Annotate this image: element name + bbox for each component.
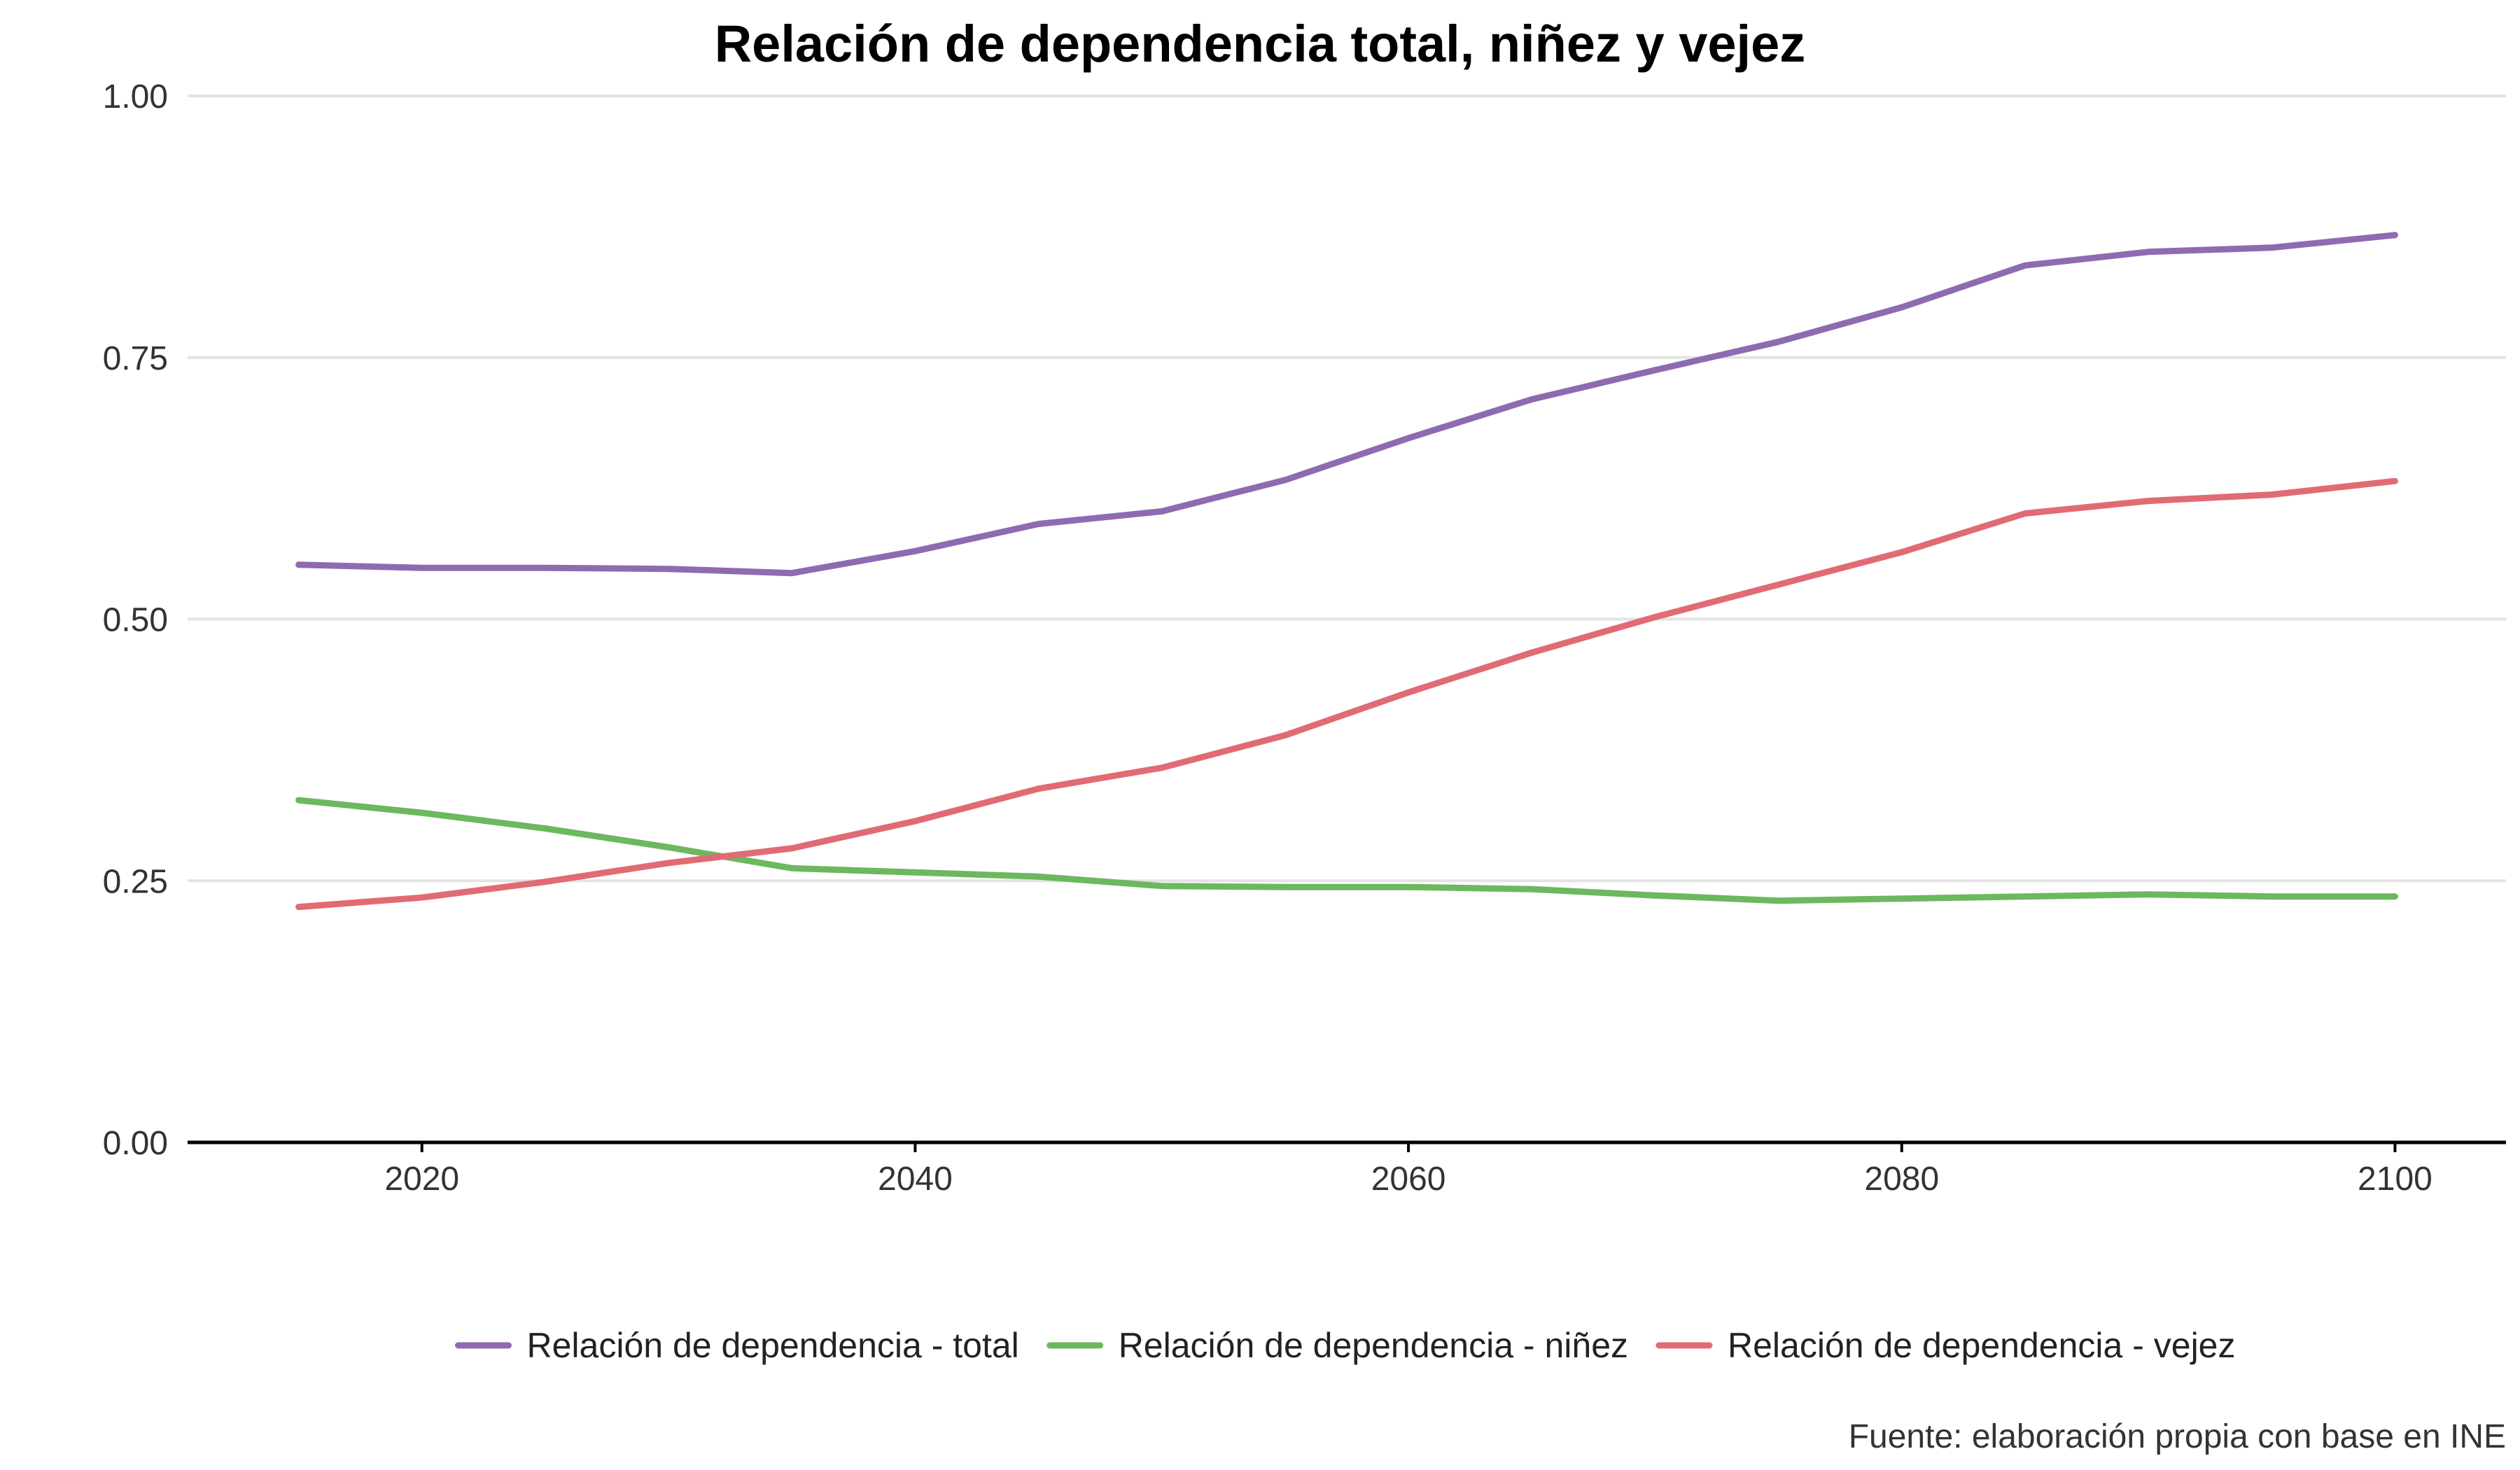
legend: Relación de dependencia - total Relación … bbox=[455, 1326, 2236, 1365]
legend-label: Relación de dependencia - vejez bbox=[1728, 1326, 2236, 1365]
x-tick-label: 2100 bbox=[2358, 1161, 2432, 1198]
legend-item: Relación de dependencia - vejez bbox=[1656, 1326, 2236, 1365]
legend-item: Relación de dependencia - total bbox=[455, 1326, 1019, 1365]
y-tick-label: 0.00 bbox=[103, 1125, 168, 1162]
x-tick-label: 2040 bbox=[878, 1161, 953, 1198]
chart-title: Relación de dependencia total, niñez y v… bbox=[715, 15, 1806, 73]
series-line-3 bbox=[295, 477, 2398, 911]
x-tick-label: 2020 bbox=[384, 1161, 459, 1198]
series-line-1 bbox=[295, 232, 2398, 577]
x-axis-ticks: 2020 2040 2060 2080 2100 bbox=[188, 1140, 2506, 1198]
legend-item: Relación de dependencia - niñez bbox=[1046, 1326, 1628, 1365]
legend-label: Relación de dependencia - total bbox=[527, 1326, 1019, 1365]
legend-label: Relación de dependencia - niñez bbox=[1119, 1326, 1628, 1365]
y-tick-label: 0.25 bbox=[103, 863, 168, 900]
y-tick-label: 0.50 bbox=[103, 602, 168, 639]
x-tick-label: 2060 bbox=[1371, 1161, 1446, 1198]
chart-caption: Fuente: elaboración propia con base en I… bbox=[1849, 1418, 2506, 1455]
y-tick-label: 0.75 bbox=[103, 340, 168, 377]
series-line-2 bbox=[295, 797, 2398, 904]
series-lines bbox=[295, 232, 2398, 911]
grid-lines bbox=[188, 94, 2506, 883]
y-axis-ticks: 0.00 0.25 0.50 0.75 1.00 bbox=[103, 78, 168, 1162]
y-tick-label: 1.00 bbox=[103, 78, 168, 115]
x-tick-label: 2080 bbox=[1864, 1161, 1939, 1198]
